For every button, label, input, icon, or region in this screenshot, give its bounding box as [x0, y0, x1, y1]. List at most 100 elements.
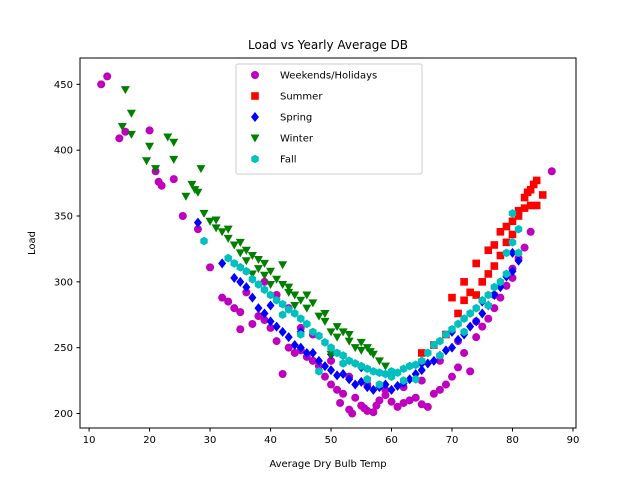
data-point — [315, 367, 323, 376]
data-point — [241, 257, 251, 266]
data-point — [484, 246, 493, 255]
data-point — [356, 338, 366, 347]
data-points — [97, 72, 556, 418]
data-point — [484, 290, 493, 300]
y-tick-label: 200 — [54, 409, 73, 420]
legend: Weekends/Holidays Summer Spring Winter Fall — [235, 63, 423, 175]
data-point — [387, 397, 396, 406]
data-point — [230, 259, 238, 268]
plot-frame — [79, 57, 577, 429]
legend-label: Summer — [280, 92, 323, 103]
data-point — [496, 277, 505, 287]
series-4 — [200, 209, 523, 389]
data-point — [387, 372, 396, 381]
data-point — [339, 359, 347, 368]
data-point — [193, 188, 203, 197]
y-tick-label: 250 — [54, 343, 73, 354]
data-point — [248, 319, 257, 328]
data-point — [478, 308, 487, 319]
data-point — [405, 374, 414, 385]
data-point — [254, 280, 263, 289]
data-point — [126, 130, 136, 139]
legend-marker — [251, 71, 259, 79]
data-point — [529, 180, 538, 189]
data-point — [236, 276, 245, 287]
data-point — [472, 291, 480, 299]
data-point — [472, 333, 481, 342]
data-point — [448, 293, 456, 302]
legend-box — [235, 63, 423, 175]
data-point — [448, 372, 456, 381]
data-point — [224, 253, 232, 263]
data-point — [417, 376, 426, 385]
data-point — [435, 356, 444, 365]
data-point — [381, 379, 390, 390]
data-point — [117, 122, 127, 131]
data-point — [496, 251, 505, 260]
data-point — [508, 247, 517, 258]
x-tick-label: 70 — [446, 435, 459, 446]
data-point — [417, 365, 426, 376]
data-point — [430, 340, 438, 350]
data-point — [278, 299, 287, 309]
data-point — [363, 364, 372, 374]
data-point — [200, 236, 208, 246]
data-point — [278, 261, 288, 270]
data-point — [405, 396, 414, 405]
data-point — [284, 305, 293, 314]
data-point — [351, 379, 360, 390]
data-point — [460, 348, 469, 357]
data-point — [321, 338, 329, 347]
data-point — [296, 296, 306, 305]
data-point — [145, 142, 155, 151]
data-point — [514, 206, 523, 215]
data-point — [454, 309, 462, 318]
data-point — [454, 334, 463, 345]
data-point — [442, 330, 450, 339]
data-point — [266, 323, 275, 332]
data-point — [514, 224, 523, 234]
data-point — [327, 356, 336, 365]
data-point — [327, 380, 336, 389]
x-axis-label: Average Dry Bulb Temp — [269, 459, 386, 470]
data-point — [248, 292, 257, 303]
data-point — [115, 134, 124, 143]
data-point — [314, 362, 323, 371]
data-point — [308, 299, 318, 308]
data-point — [339, 389, 348, 398]
data-point — [520, 243, 529, 252]
data-point — [338, 328, 348, 337]
data-point — [266, 290, 275, 300]
data-point — [478, 278, 487, 286]
data-point — [297, 314, 305, 324]
data-point — [399, 376, 408, 385]
data-point — [142, 157, 152, 166]
data-point — [223, 225, 233, 234]
x-tick-label: 60 — [385, 435, 398, 446]
data-point — [435, 385, 444, 394]
data-point — [253, 255, 263, 264]
data-point — [278, 370, 287, 379]
data-point — [242, 288, 251, 297]
data-point — [363, 382, 372, 393]
data-point — [266, 280, 276, 289]
data-point — [302, 347, 311, 358]
data-point — [230, 304, 239, 313]
data-point — [327, 365, 336, 376]
data-point — [490, 304, 499, 313]
data-point — [336, 398, 345, 407]
data-point — [547, 167, 556, 176]
data-point — [369, 367, 378, 376]
data-point — [405, 361, 414, 371]
data-point — [308, 356, 317, 365]
data-point — [374, 357, 384, 366]
legend-marker — [251, 112, 259, 122]
data-point — [514, 255, 523, 266]
x-tick-label: 80 — [506, 435, 519, 446]
data-point — [126, 109, 136, 118]
data-point — [399, 364, 408, 374]
data-point — [272, 291, 281, 300]
data-point — [121, 127, 130, 136]
y-axis-label: Load — [27, 231, 38, 255]
data-point — [393, 380, 402, 391]
